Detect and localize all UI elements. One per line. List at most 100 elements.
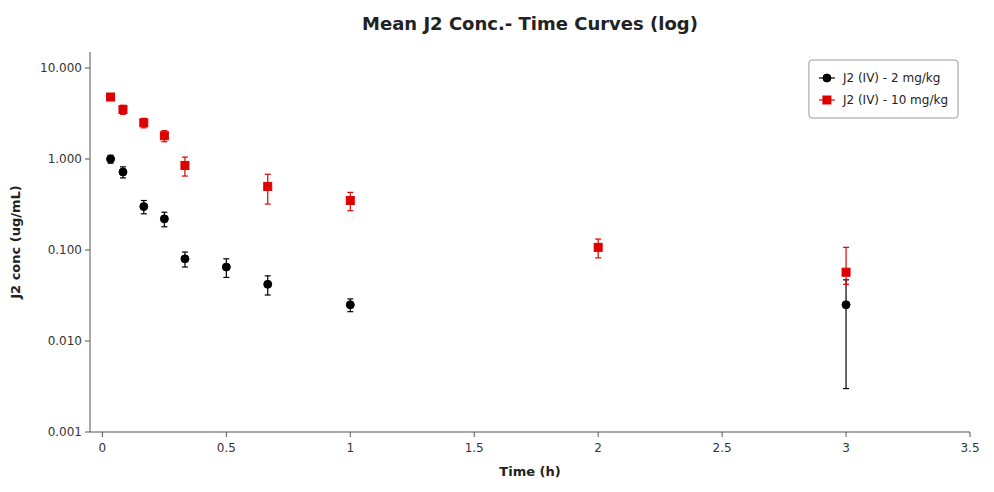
error-bar [595, 239, 601, 258]
x-tick-label: 0 [99, 441, 107, 455]
error-bar [161, 212, 167, 227]
y-tick [85, 68, 90, 69]
error-bar-cap [223, 277, 229, 278]
error-bar-cap [843, 247, 849, 248]
x-tick-label: 0.5 [217, 441, 236, 455]
point [140, 119, 148, 127]
error-bar-cap [347, 311, 353, 312]
error-bar-stem [845, 247, 846, 284]
error-bar-cap [182, 175, 188, 176]
error-bar [182, 157, 188, 176]
error-bar-cap [843, 284, 849, 285]
error-bar [223, 259, 229, 278]
point [842, 268, 850, 276]
error-bar [141, 118, 147, 128]
y-tick-label: 0.010 [48, 334, 82, 348]
x-tick-label: 3.5 [960, 441, 979, 455]
point [181, 161, 189, 169]
legend-box [809, 60, 958, 118]
error-bar [141, 201, 147, 214]
y-axis-label: J2 conc (ug/mL) [8, 185, 23, 300]
point [264, 182, 272, 190]
y-tick [85, 341, 90, 342]
x-tick [350, 432, 351, 437]
error-bar-cap [161, 130, 167, 131]
error-bar-cap [182, 251, 188, 252]
legend-label: J2 (IV) - 10 mg/kg [842, 93, 948, 107]
x-tick-label: 1 [346, 441, 354, 455]
error-bar-cap [141, 200, 147, 201]
y-tick-label: 0.001 [48, 425, 82, 439]
error-bar [182, 252, 188, 267]
legend: J2 (IV) - 2 mg/kg J2 (IV) - 10 mg/kg [809, 60, 958, 118]
error-bar-cap [161, 226, 167, 227]
x-tick-label: 3 [842, 441, 850, 455]
point [119, 168, 127, 176]
series [107, 93, 850, 284]
error-bar-cap [141, 127, 147, 128]
error-bar-stem [845, 280, 846, 389]
error-bar [843, 280, 849, 389]
point [140, 203, 148, 211]
error-bar [120, 105, 126, 114]
error-bar [108, 155, 114, 163]
error-bar-cap [265, 203, 271, 204]
error-bar-cap [595, 257, 601, 258]
axes: 00.511.522.533.50.0010.0100.1001.00010.0… [40, 52, 980, 455]
error-bar [843, 247, 849, 284]
error-bar [120, 167, 126, 178]
y-tick-label: 10.000 [40, 61, 82, 75]
error-bar-cap [161, 212, 167, 213]
plot-area [107, 93, 850, 389]
error-bar-cap [182, 266, 188, 267]
error-bar [265, 276, 271, 295]
error-bar-cap [595, 238, 601, 239]
x-tick-label: 2 [594, 441, 602, 455]
y-tick-label: 1.000 [48, 152, 82, 166]
error-bar [347, 192, 353, 210]
error-bar [347, 299, 353, 312]
error-bar-cap [347, 298, 353, 299]
x-tick-label: 2.5 [713, 441, 732, 455]
error-bar-cap [223, 258, 229, 259]
point [160, 215, 168, 223]
point [842, 301, 850, 309]
error-bar [265, 174, 271, 204]
point [160, 132, 168, 140]
x-tick [722, 432, 723, 437]
point [119, 106, 127, 114]
legend-swatch [823, 96, 831, 104]
point [264, 280, 272, 288]
error-bar-cap [161, 141, 167, 142]
error-bar-cap [265, 174, 271, 175]
x-tick [226, 432, 227, 437]
point [107, 93, 115, 101]
error-bar-cap [843, 388, 849, 389]
error-bar-cap [141, 213, 147, 214]
x-tick [474, 432, 475, 437]
point [346, 197, 354, 205]
y-axis-line [90, 52, 91, 432]
legend-label: J2 (IV) - 2 mg/kg [842, 71, 940, 85]
y-tick [85, 432, 90, 433]
y-tick-label: 0.100 [48, 243, 82, 257]
error-bar-cap [265, 294, 271, 295]
error-bar-cap [265, 275, 271, 276]
error-bar-cap [120, 166, 126, 167]
error-bar-cap [347, 210, 353, 211]
point [222, 263, 230, 271]
x-tick [846, 432, 847, 437]
x-tick [970, 432, 971, 437]
error-bar-cap [347, 192, 353, 193]
y-tick [85, 250, 90, 251]
point [346, 301, 354, 309]
error-bar-cap [182, 156, 188, 157]
x-axis-label: Time (h) [499, 464, 560, 479]
point [181, 255, 189, 263]
series [107, 155, 850, 389]
title: Mean J2 Conc.- Time Curves (log) [362, 13, 698, 34]
x-tick [598, 432, 599, 437]
x-axis-line [90, 432, 970, 433]
y-tick [85, 159, 90, 160]
error-bar [161, 131, 167, 142]
